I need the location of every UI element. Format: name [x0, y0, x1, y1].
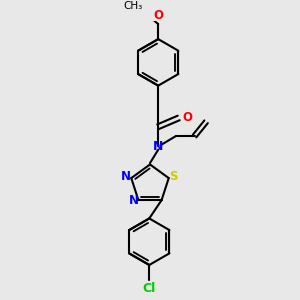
Text: O: O [182, 111, 192, 124]
Text: O: O [153, 9, 163, 22]
Text: N: N [128, 194, 139, 207]
Text: N: N [121, 170, 131, 183]
Text: N: N [153, 140, 164, 153]
Text: S: S [169, 170, 178, 183]
Text: CH₃: CH₃ [123, 1, 142, 11]
Text: Cl: Cl [142, 282, 156, 295]
